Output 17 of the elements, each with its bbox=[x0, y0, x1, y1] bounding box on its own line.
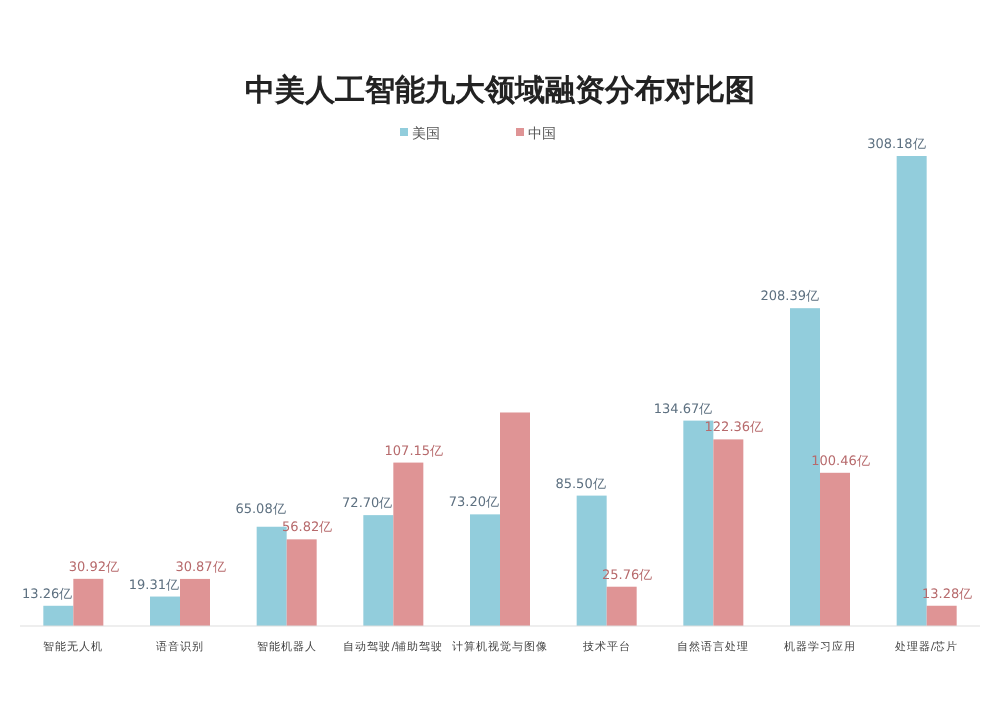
bar bbox=[256, 526, 287, 626]
bar bbox=[820, 472, 850, 626]
bar bbox=[180, 578, 210, 626]
bar bbox=[896, 156, 927, 626]
bar bbox=[286, 539, 317, 626]
bar bbox=[363, 515, 394, 626]
bar bbox=[606, 586, 637, 626]
chart-title: 中美人工智能九大领域融资分布对比图 bbox=[245, 72, 755, 108]
bar bbox=[470, 514, 500, 626]
bar bbox=[713, 439, 744, 626]
bar bbox=[393, 462, 424, 626]
bar bbox=[73, 578, 104, 626]
bar bbox=[150, 596, 180, 626]
bar bbox=[43, 605, 74, 626]
bar bbox=[500, 412, 530, 626]
bar bbox=[576, 495, 607, 626]
bar bbox=[926, 605, 957, 626]
